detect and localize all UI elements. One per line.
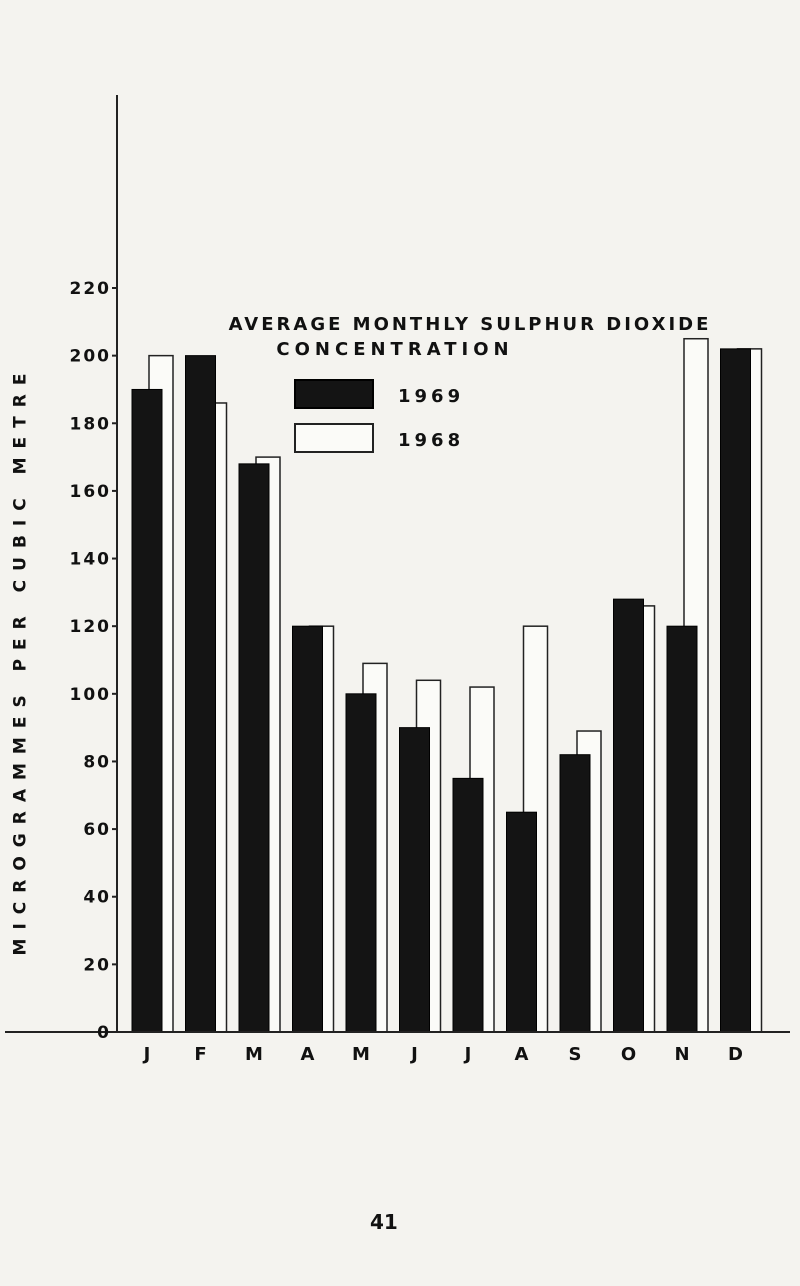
legend: 1969 1968	[294, 379, 464, 453]
x-tick-label: M	[245, 1044, 263, 1065]
y-tick-label: 140	[70, 550, 112, 570]
x-tick-label: A	[515, 1044, 529, 1065]
x-tick-label: O	[621, 1044, 636, 1065]
bar-1969	[506, 811, 537, 1033]
chart-title-line-2: CONCENTRATION	[276, 339, 513, 360]
bar-1969	[185, 355, 216, 1033]
y-axis-title: MICROGRAMMES PER CUBIC METRE	[2, 360, 38, 960]
legend-swatch-1968	[294, 423, 374, 453]
bar-1969	[345, 693, 377, 1033]
legend-label-1968: 1968	[398, 430, 464, 451]
bar-1969	[292, 625, 323, 1033]
y-tick-label: 200	[70, 347, 112, 367]
x-tick-label: F	[194, 1044, 206, 1065]
page-number: 41	[370, 1210, 398, 1234]
chart-title: AVERAGE MONTHLY SULPHUR DIOXIDE CONCENTRA…	[229, 314, 712, 360]
x-tick-label: N	[674, 1044, 689, 1065]
bar-1969	[613, 598, 644, 1033]
bar-1969	[720, 348, 751, 1033]
y-tick-label: 80	[83, 752, 111, 772]
x-tick-label: J	[142, 1044, 151, 1065]
bar-1969	[559, 754, 591, 1033]
bar-1969	[238, 463, 270, 1033]
x-tick-label: J	[409, 1044, 418, 1065]
y-tick-label: 220	[70, 279, 112, 299]
bars-group	[131, 337, 763, 1033]
chart-title-line-1: AVERAGE MONTHLY SULPHUR DIOXIDE	[229, 314, 712, 335]
y-tick-label: 60	[83, 820, 111, 840]
x-tick-label: S	[569, 1044, 582, 1065]
y-tick-label: 120	[70, 617, 112, 637]
x-tick-label: D	[728, 1044, 743, 1065]
axes-group: 0 20 40 60 80 100 120 140 160 180 200 220 J F M A M J J A S O…	[5, 95, 790, 1065]
legend-swatch-1969	[294, 379, 374, 409]
y-axis-title-text: MICROGRAMMES PER CUBIC METRE	[10, 364, 30, 956]
x-tick-label: A	[301, 1044, 315, 1065]
y-tick-label: 180	[70, 414, 112, 434]
y-tick-label: 160	[70, 482, 112, 502]
y-tick-label: 20	[83, 955, 111, 975]
y-tick-label: 100	[70, 685, 112, 705]
x-tick-label: J	[463, 1044, 472, 1065]
bar-1969	[666, 625, 698, 1033]
bar-1969	[131, 388, 163, 1033]
y-tick-label: 0	[97, 1023, 111, 1043]
bar-1969	[452, 777, 484, 1033]
legend-label-1969: 1969	[398, 386, 464, 407]
x-tick-label: M	[352, 1044, 370, 1065]
y-tick-label: 40	[83, 888, 111, 908]
bar-1969	[399, 727, 430, 1033]
